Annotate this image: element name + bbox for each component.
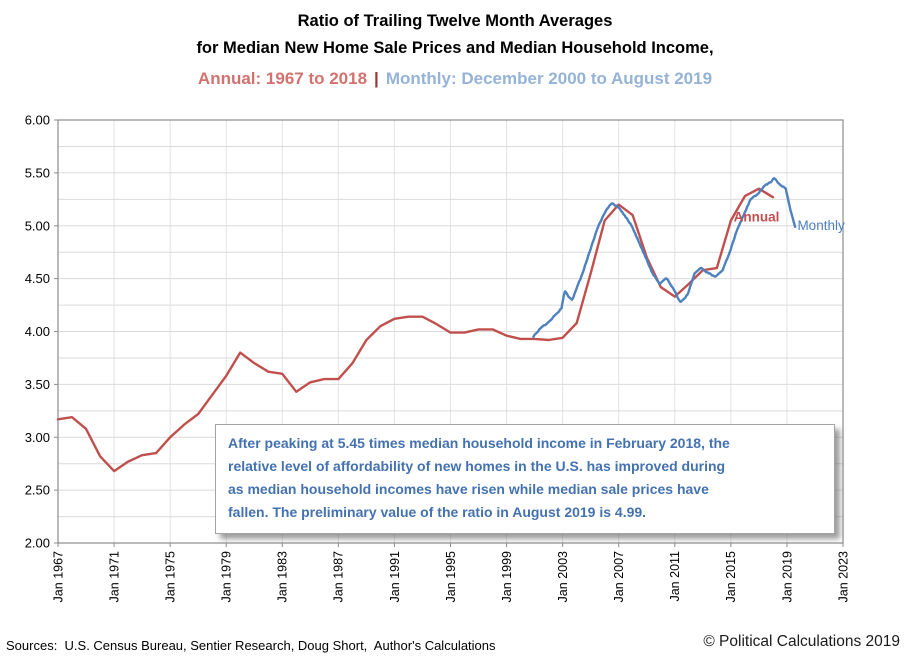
y-axis-label: 4.50 [25, 271, 50, 286]
y-axis-label: 3.50 [25, 377, 50, 392]
x-axis-label: Jan 2011 [668, 551, 682, 602]
copyright-note: © Political Calculations 2019 [703, 633, 900, 650]
y-axis-label: 5.50 [25, 165, 50, 180]
monthly-series-label: Monthly [797, 218, 845, 233]
chart-subtitle: Annual: 1967 to 2018 | Monthly: December 2… [0, 64, 910, 94]
x-axis-label: Jan 2023 [836, 551, 850, 602]
y-axis-label: 4.00 [25, 324, 50, 339]
x-axis-label: Jan 1991 [388, 551, 402, 602]
x-axis-label: Jan 1975 [164, 551, 178, 602]
x-axis-label: Jan 2003 [556, 551, 570, 602]
x-axis-label: Jan 1971 [107, 551, 121, 602]
y-axis-label: 2.00 [25, 536, 50, 551]
x-axis-label: Jan 2019 [780, 551, 794, 602]
annotation-line-4: fallen. The preliminary value of the rat… [228, 504, 647, 520]
y-axis-label: 2.50 [25, 483, 50, 498]
monthly-series-line [532, 176, 797, 338]
annual-series-label: Annual [734, 209, 780, 224]
annotation-line-1: After peaking at 5.45 times median house… [228, 435, 730, 451]
x-axis-label: Jan 1967 [51, 551, 65, 602]
annual-series-line [56, 187, 775, 473]
x-axis-label: Jan 1983 [276, 551, 290, 602]
x-axis-label: Jan 2007 [612, 551, 626, 602]
subtitle-monthly-range: Monthly: December 2000 to August 2019 [385, 69, 713, 88]
subtitle-separator: | [374, 69, 379, 88]
annotation-line-3: as median household incomes have risen w… [228, 481, 709, 497]
annotation-line-2: relative level of affordability of new h… [228, 458, 726, 474]
y-axis-label: 3.00 [25, 430, 50, 445]
x-axis-label: Jan 1979 [220, 551, 234, 602]
annotation-box: After peaking at 5.45 times median house… [215, 424, 835, 534]
chart-title-line-2: for Median New Home Sale Prices and Medi… [196, 39, 714, 57]
x-axis-label: Jan 2015 [724, 551, 738, 602]
y-axis-label: 6.00 [25, 113, 50, 128]
sources-note: Sources: U.S. Census Bureau, Sentier Res… [6, 638, 496, 653]
x-axis-label: Jan 1995 [444, 551, 458, 602]
x-axis-label: Jan 1987 [332, 551, 346, 602]
y-axis-label: 5.00 [25, 218, 50, 233]
x-axis-label: Jan 1999 [500, 551, 514, 602]
chart-header: Ratio of Trailing Twelve Month Averages … [0, 8, 910, 94]
chart-title-line-1: Ratio of Trailing Twelve Month Averages [297, 12, 613, 30]
subtitle-annual-range: Annual: 1967 to 2018 [197, 69, 368, 88]
